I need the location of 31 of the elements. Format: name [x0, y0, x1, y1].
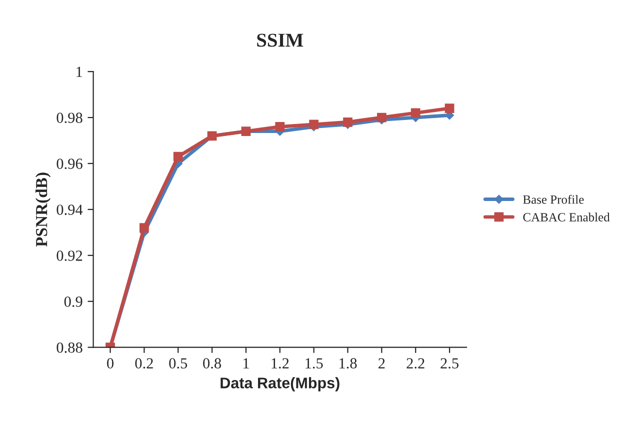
y-tick-label: 0.96	[56, 158, 82, 170]
x-tick-label: 1.8	[340, 358, 357, 369]
x-tick-label: 0.2	[135, 358, 153, 369]
y-tick-label: 0.92	[56, 250, 82, 261]
x-tick-label: 2.2	[406, 358, 424, 369]
point	[173, 152, 183, 162]
x-tick-label: 0	[107, 358, 114, 368]
point	[343, 117, 352, 127]
y-tick-label: 0.94	[56, 204, 83, 215]
x-axis-title: Data Rate(Mbps)	[220, 377, 340, 392]
x-tick-label: 1.5	[306, 358, 323, 369]
point	[140, 223, 149, 233]
y-tick-label: 0.9	[64, 296, 82, 307]
legend-label: Base Profile	[523, 194, 584, 204]
x-tick-label: 2.5	[440, 358, 458, 369]
y-axis-title: PSNR(dB)	[35, 172, 51, 247]
x-tick-label: 1.2	[272, 358, 289, 369]
point	[444, 104, 454, 114]
point	[309, 120, 319, 130]
y-tick-label: 0.98	[56, 112, 82, 124]
x-tick-label: 0.8	[203, 358, 222, 369]
legend-label: CABAC Enabled	[523, 212, 610, 222]
point	[275, 122, 285, 132]
x-tick-label: 0.5	[169, 358, 188, 369]
x-tick-label: 1	[243, 358, 249, 368]
y-tick-label: 0.88	[56, 342, 82, 353]
point	[410, 108, 420, 118]
y-tick-label: 1	[76, 66, 82, 77]
chart-title: SSIM	[257, 34, 304, 47]
point	[376, 112, 386, 122]
x-tick-label: 2	[378, 358, 385, 368]
